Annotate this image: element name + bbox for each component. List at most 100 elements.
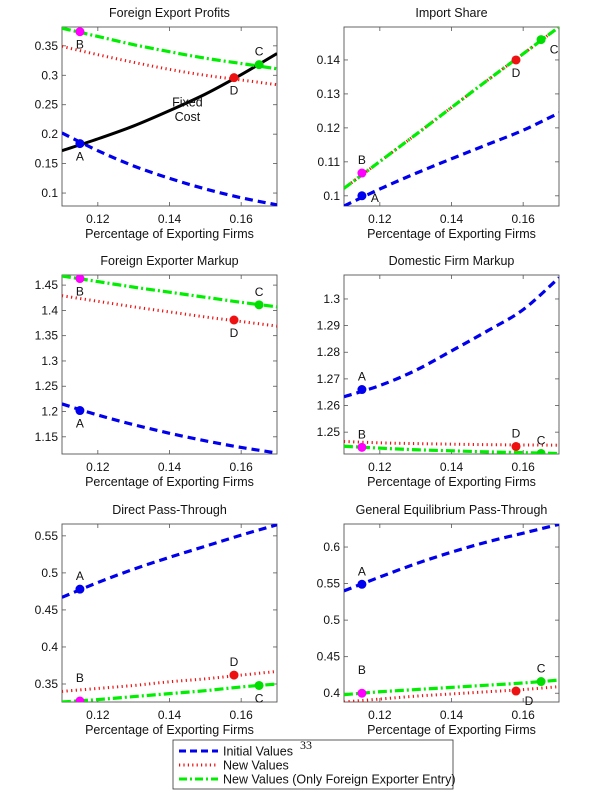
- series-line-initial: [344, 111, 559, 206]
- x-tick-label: 0.12: [368, 708, 392, 722]
- point-c: [536, 448, 546, 454]
- series-group: [344, 524, 559, 702]
- annotation: Cost: [175, 110, 201, 124]
- point-b: [75, 696, 85, 702]
- point-label-a: A: [358, 370, 366, 384]
- point-label-b: B: [358, 427, 366, 441]
- x-tick-label: 0.12: [86, 212, 110, 226]
- point-a: [357, 579, 367, 589]
- point-b: [75, 275, 85, 284]
- page-number: 33: [300, 738, 312, 752]
- y-tick-label: 1.26: [317, 399, 341, 413]
- y-tick-label: 1.45: [35, 278, 59, 292]
- point-a: [75, 139, 85, 149]
- panel-title: Foreign Exporter Markup: [100, 254, 238, 268]
- x-axis-label: Percentage of Exporting Firms: [85, 723, 254, 737]
- point-a: [357, 191, 367, 201]
- x-tick-label: 0.12: [86, 708, 110, 722]
- y-tick-label: 1.3: [323, 292, 340, 306]
- point-label-b: B: [358, 153, 366, 167]
- legend-label-initial: Initial Values: [223, 745, 293, 759]
- y-tick-label: 0.5: [41, 566, 58, 580]
- y-tick-label: 0.14: [317, 53, 341, 67]
- point-c: [254, 60, 264, 70]
- y-tick-label: 0.25: [35, 98, 59, 112]
- point-label-c: C: [255, 45, 264, 59]
- x-axis-label: Percentage of Exporting Firms: [85, 475, 254, 489]
- y-tick-label: 0.1: [41, 186, 58, 200]
- point-label-b: B: [76, 285, 84, 299]
- y-tick-label: 0.1: [323, 189, 340, 203]
- x-tick-label: 0.14: [158, 212, 182, 226]
- legend-label-new: New Values: [223, 759, 289, 773]
- legend-label-new-foreign: New Values (Only Foreign Exporter Entry): [223, 773, 456, 787]
- plot-area: [61, 274, 278, 455]
- series-line-initial: [62, 402, 277, 454]
- point-a: [75, 406, 85, 416]
- x-tick-label: 0.12: [86, 460, 110, 474]
- point-a: [357, 385, 367, 395]
- y-tick-label: 0.11: [318, 155, 341, 169]
- series-line-new: [62, 669, 277, 693]
- panel-title: Foreign Export Profits: [109, 6, 230, 20]
- point-label-a: A: [76, 417, 84, 431]
- y-tick-label: 1.28: [317, 345, 341, 359]
- point-d: [229, 670, 239, 680]
- plot-area: [343, 523, 560, 703]
- y-tick-label: 0.12: [317, 121, 341, 135]
- series-line-new-foreign: [344, 27, 559, 190]
- point-b: [357, 688, 367, 698]
- panel-title: Domestic Firm Markup: [389, 254, 515, 268]
- y-tick-label: 0.15: [35, 157, 59, 171]
- point-label-d: D: [512, 427, 521, 441]
- y-tick-label: 1.35: [35, 329, 59, 343]
- point-b: [75, 27, 85, 37]
- series-line-initial: [62, 131, 277, 206]
- point-b: [357, 168, 367, 178]
- point-label-b: B: [76, 38, 84, 52]
- series-line-initial: [344, 524, 559, 593]
- x-tick-label: 0.14: [158, 460, 182, 474]
- x-tick-label: 0.14: [440, 460, 464, 474]
- legend: Initial Values New Values New Values (On…: [172, 739, 456, 790]
- x-tick-label: 0.12: [368, 460, 392, 474]
- plot-area: [343, 26, 560, 207]
- point-d: [511, 55, 521, 65]
- point-label-b: B: [76, 671, 84, 685]
- y-tick-label: 0.6: [323, 540, 340, 554]
- y-tick-label: 0.45: [317, 650, 341, 664]
- point-label-a: A: [76, 569, 84, 583]
- panel-domestic-firm-markup: 0.12 0.14 0.16 1.25 1.26 1.27 1.28 1.29 1.3 Domes…: [317, 254, 560, 489]
- point-c: [536, 35, 546, 45]
- y-tick-label: 0.35: [35, 677, 59, 691]
- point-label-c: C: [537, 433, 546, 447]
- y-tick-label: 0.35: [35, 39, 59, 53]
- series-line-new: [344, 685, 559, 702]
- point-label-d: D: [230, 326, 239, 340]
- point-label-c: C: [550, 43, 559, 57]
- y-tick-label: 0.55: [35, 529, 59, 543]
- y-tick-label: 0.4: [323, 686, 340, 700]
- y-tick-label: 1.25: [317, 425, 341, 439]
- plot-area: [61, 26, 278, 207]
- y-tick-label: 1.27: [317, 372, 341, 386]
- y-tick-label: 1.29: [317, 319, 341, 333]
- point-d: [511, 442, 521, 452]
- series-group: [344, 276, 559, 454]
- x-axis-label: Percentage of Exporting Firms: [367, 723, 536, 737]
- point-c: [254, 680, 264, 690]
- y-tick-label: 0.3: [41, 68, 58, 82]
- point-d: [511, 686, 521, 696]
- point-label-a: A: [358, 564, 366, 578]
- y-tick-label: 0.55: [317, 577, 341, 591]
- series-group: [62, 275, 277, 454]
- y-tick-label: 0.13: [317, 87, 341, 101]
- series-line-new-foreign: [62, 682, 277, 702]
- series-group: [62, 27, 277, 206]
- point-label-a: A: [76, 150, 84, 164]
- panel-general-equilibrium-pass-through: 0.12 0.14 0.16 0.4 0.45 0.5 0.55 0.6 General Equ…: [317, 503, 560, 737]
- x-tick-label: 0.14: [158, 708, 182, 722]
- series-line-new: [344, 27, 559, 190]
- point-label-d: D: [512, 66, 521, 80]
- point-label-a: A: [371, 191, 379, 205]
